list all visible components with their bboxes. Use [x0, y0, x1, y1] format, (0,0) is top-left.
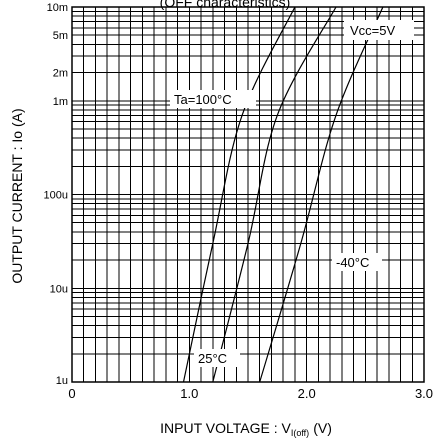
x-axis-label-subscript: I(off): [291, 428, 309, 438]
x-tick-label: 2.0: [298, 386, 316, 401]
y-tick-label: 1u: [56, 375, 68, 387]
y-axis-label: OUTPUT CURRENT : Io (A): [9, 108, 25, 283]
x-tick-label: 1.0: [180, 386, 198, 401]
vcc-annotation: Vcc=5V: [350, 23, 395, 38]
y-tick-labels: 1u 10u 100u 1m 2m 5m 10m: [44, 2, 68, 387]
series-curves: [182, 6, 384, 383]
x-tick-label: 0: [68, 386, 75, 401]
series-line-25-c: [212, 6, 337, 383]
ta-100c-label: Ta=100°C: [174, 92, 232, 107]
series-line-ta-100-c: [182, 6, 296, 383]
ta-25c-label: 25°C: [198, 351, 227, 366]
ta-minus40c-label: -40°C: [336, 255, 369, 270]
series-line--40-c: [259, 6, 384, 383]
x-tick-labels: 0 1.0 2.0 3.0: [68, 386, 433, 401]
x-axis-label-main: INPUT VOLTAGE : V: [160, 420, 291, 436]
x-axis-label-unit: (V): [313, 420, 332, 436]
y-tick-label: 5m: [53, 30, 68, 42]
y-tick-label: 1m: [53, 96, 68, 108]
x-tick-label: 3.0: [415, 386, 433, 401]
plot-frame: [71, 6, 425, 383]
chart-title: (OFF characteristics): [160, 0, 291, 10]
y-tick-label: 10u: [50, 283, 68, 295]
y-tick-label: 10m: [47, 2, 68, 14]
y-tick-label: 2m: [53, 68, 68, 80]
x-axis-label: INPUT VOLTAGE : VI(off) (V): [160, 420, 332, 438]
grid: [72, 7, 424, 382]
y-tick-label: 100u: [44, 190, 68, 202]
